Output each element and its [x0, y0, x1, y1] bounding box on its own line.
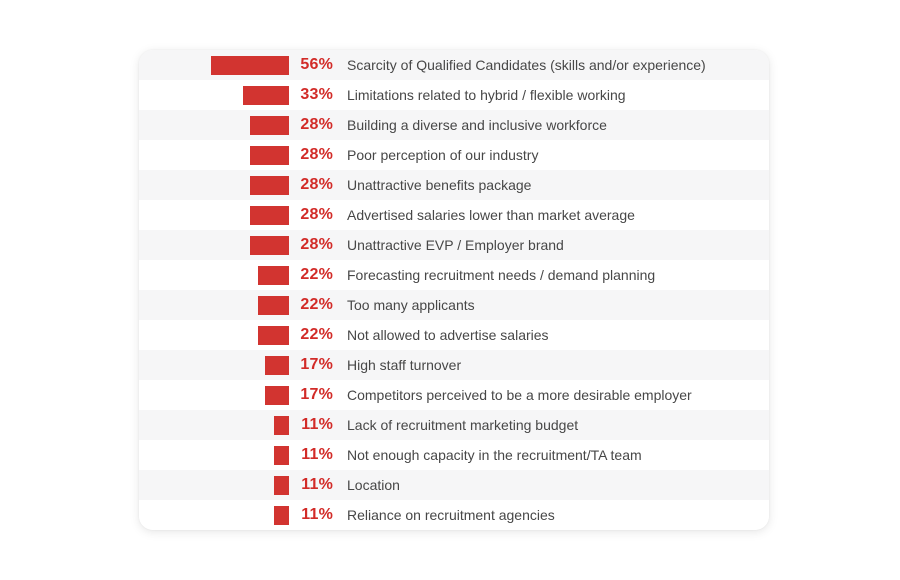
bar-category-label: Forecasting recruitment needs / demand p…	[347, 267, 656, 283]
chart-rows: 56% Scarcity of Qualified Candidates (sk…	[139, 50, 769, 530]
bar-value-label: 11%	[301, 506, 333, 523]
bar-category-label: Not allowed to advertise salaries	[347, 327, 549, 343]
chart-row: 28% Unattractive benefits package	[139, 170, 769, 200]
bar-cell	[139, 50, 289, 80]
bar	[265, 385, 289, 405]
bar-category-label: Lack of recruitment marketing budget	[347, 417, 579, 433]
bar-value-label: 33%	[300, 86, 333, 103]
bar	[210, 55, 289, 75]
bar-cell	[139, 350, 289, 380]
chart-row: 22% Not allowed to advertise salaries	[139, 320, 769, 350]
bar	[258, 295, 289, 315]
chart-row: 28% Building a diverse and inclusive wor…	[139, 110, 769, 140]
bar-cell	[139, 410, 289, 440]
bar	[273, 505, 289, 525]
chart-row: 17% High staff turnover	[139, 350, 769, 380]
bar-cell	[139, 440, 289, 470]
bar-category-label: Poor perception of our industry	[347, 147, 539, 163]
bar	[249, 145, 289, 165]
bar-value-label: 28%	[300, 116, 333, 133]
bar-category-label: Competitors perceived to be a more desir…	[347, 387, 692, 403]
bar-value-label: 28%	[300, 146, 333, 163]
bar-category-label: Not enough capacity in the recruitment/T…	[347, 447, 642, 463]
bar-value-label: 28%	[300, 206, 333, 223]
bar-value-label: 28%	[300, 176, 333, 193]
bar-value-label: 56%	[300, 56, 333, 73]
bar-cell	[139, 80, 289, 110]
chart-row: 17% Competitors perceived to be a more d…	[139, 380, 769, 410]
bar-category-label: Scarcity of Qualified Candidates (skills…	[347, 57, 706, 73]
chart-row: 28% Poor perception of our industry	[139, 140, 769, 170]
bar-category-label: Too many applicants	[347, 297, 475, 313]
bar	[273, 475, 289, 495]
bar-cell	[139, 500, 289, 530]
bar-value-label: 22%	[300, 296, 333, 313]
chart-row: 22% Forecasting recruitment needs / dema…	[139, 260, 769, 290]
bar	[242, 85, 289, 105]
chart-row: 11% Location	[139, 470, 769, 500]
bar	[258, 325, 289, 345]
bar-value-label: 11%	[301, 476, 333, 493]
bar	[265, 355, 289, 375]
bar-value-label: 11%	[301, 446, 333, 463]
bar-category-label: Advertised salaries lower than market av…	[347, 207, 635, 223]
bar-cell	[139, 470, 289, 500]
bar	[258, 265, 289, 285]
bar-value-label: 22%	[300, 266, 333, 283]
bar	[249, 205, 289, 225]
bar-category-label: Building a diverse and inclusive workfor…	[347, 117, 607, 133]
bar-cell	[139, 140, 289, 170]
bar-value-label: 28%	[300, 236, 333, 253]
bar-cell	[139, 110, 289, 140]
chart-row: 11% Lack of recruitment marketing budget	[139, 410, 769, 440]
bar	[273, 445, 289, 465]
chart-row: 11% Not enough capacity in the recruitme…	[139, 440, 769, 470]
bar-value-label: 17%	[300, 386, 333, 403]
chart-row: 33% Limitations related to hybrid / flex…	[139, 80, 769, 110]
bar-cell	[139, 380, 289, 410]
bar-cell	[139, 200, 289, 230]
bar-category-label: Location	[347, 477, 400, 493]
bar-category-label: High staff turnover	[347, 357, 462, 373]
chart-row: 56% Scarcity of Qualified Candidates (sk…	[139, 50, 769, 80]
bar	[273, 415, 289, 435]
bar-cell	[139, 230, 289, 260]
bar-cell	[139, 320, 289, 350]
bar	[249, 115, 289, 135]
bar-cell	[139, 290, 289, 320]
bar-category-label: Reliance on recruitment agencies	[347, 507, 555, 523]
bar-cell	[139, 170, 289, 200]
chart-row: 22% Too many applicants	[139, 290, 769, 320]
chart-row: 28% Unattractive EVP / Employer brand	[139, 230, 769, 260]
bar-category-label: Limitations related to hybrid / flexible…	[347, 87, 626, 103]
bar-cell	[139, 260, 289, 290]
bar	[249, 235, 289, 255]
bar-value-label: 22%	[300, 326, 333, 343]
bar-value-label: 11%	[301, 416, 333, 433]
bar-category-label: Unattractive benefits package	[347, 177, 532, 193]
bar	[249, 175, 289, 195]
bar-category-label: Unattractive EVP / Employer brand	[347, 237, 564, 253]
chart-row: 11% Reliance on recruitment agencies	[139, 500, 769, 530]
chart-row: 28% Advertised salaries lower than marke…	[139, 200, 769, 230]
bar-value-label: 17%	[300, 356, 333, 373]
bar-chart-card: 56% Scarcity of Qualified Candidates (sk…	[139, 50, 769, 530]
